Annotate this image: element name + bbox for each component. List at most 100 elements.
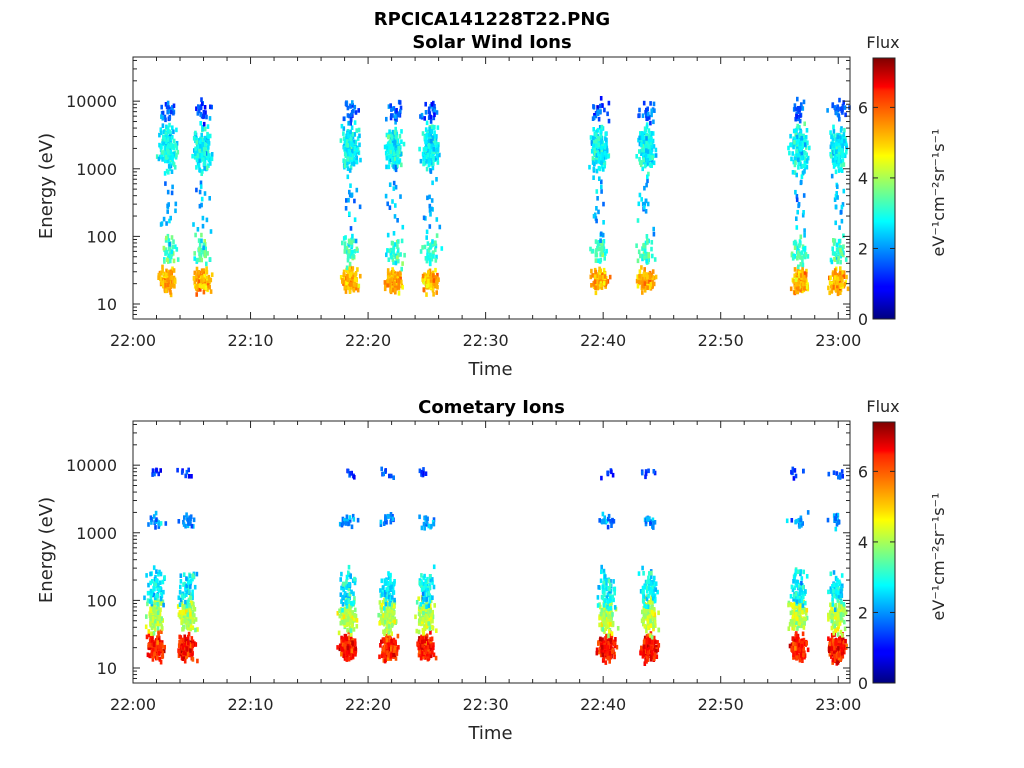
heatmap-cell [602, 239, 606, 244]
heatmap-cell [393, 137, 396, 143]
heatmap-cell [652, 226, 655, 232]
heatmap-cell [650, 108, 653, 114]
heatmap-cell [642, 153, 645, 159]
heatmap-cell [390, 248, 393, 253]
heatmap-cell [343, 517, 346, 523]
heatmap-cell [603, 107, 606, 113]
heatmap-cell [161, 116, 165, 121]
heatmap-cell [159, 642, 163, 647]
heatmap-cell [196, 227, 200, 232]
heatmap-cell [386, 586, 390, 592]
heatmap-cell [600, 155, 603, 160]
heatmap-cell [192, 605, 195, 610]
heatmap-cell [645, 136, 648, 141]
heatmap-cell [386, 646, 389, 651]
heatmap-cell [801, 269, 804, 274]
heatmap-cell [428, 126, 431, 132]
heatmap-cell [388, 140, 392, 145]
heatmap-cell [349, 136, 353, 142]
heatmap-cell [378, 621, 381, 626]
heatmap-cell [208, 133, 212, 139]
heatmap-cell [152, 653, 155, 659]
heatmap-cell [387, 642, 390, 647]
heatmap-cell [200, 257, 203, 263]
heatmap-cell [394, 134, 398, 140]
heatmap-cell [795, 194, 799, 199]
heatmap-cell [396, 244, 399, 249]
heatmap-cell [180, 655, 184, 661]
heatmap-cell [165, 288, 168, 294]
heatmap-cell [338, 521, 342, 527]
heatmap-cell [346, 143, 349, 148]
heatmap-cell [598, 159, 602, 165]
heatmap-cell [352, 517, 356, 522]
heatmap-cell [195, 292, 198, 297]
heatmap-cell [393, 140, 397, 146]
heatmap-cell [161, 150, 164, 155]
heatmap-cell [346, 627, 349, 633]
heatmap-cell [392, 252, 396, 257]
heatmap-cell [386, 278, 390, 284]
heatmap-cell [146, 598, 150, 603]
heatmap-cell [355, 187, 359, 193]
heatmap-cell [345, 245, 349, 251]
heatmap-cell [592, 166, 596, 172]
heatmap-cell [146, 601, 149, 607]
heatmap-cell [421, 245, 424, 250]
heatmap-cell [197, 163, 201, 168]
heatmap-cell [427, 106, 431, 112]
heatmap-cell [153, 627, 157, 632]
heatmap-cell [643, 274, 647, 279]
heatmap-cell [187, 640, 190, 646]
heatmap-cell [161, 654, 164, 660]
panel-1: 22:00 22:10 22:20 22:30 22:40 22:50 23:0010100… [36, 33, 948, 380]
heatmap-cell [650, 240, 654, 245]
heatmap-cell [839, 128, 843, 133]
heatmap-cell [805, 164, 809, 170]
heatmap-cell [189, 595, 193, 601]
heatmap-cell [197, 144, 200, 149]
heatmap-cell [392, 151, 396, 157]
heatmap-cell [384, 633, 388, 639]
heatmap-cell [386, 656, 390, 661]
heatmap-cell [397, 146, 400, 151]
heatmap-cell [208, 196, 211, 201]
heatmap-cell [598, 176, 601, 181]
heatmap-cell [600, 103, 604, 108]
heatmap-cell [169, 258, 172, 264]
heatmap-cell [432, 125, 436, 130]
heatmap-cell [202, 242, 206, 248]
heatmap-cell [194, 232, 197, 238]
x-tick-label: 22:10 [227, 331, 273, 350]
heatmap-cell [340, 599, 343, 604]
heatmap-cell [591, 135, 595, 141]
heatmap-cell [150, 625, 154, 631]
heatmap-cell [834, 193, 838, 199]
heatmap-cell [636, 218, 640, 223]
heatmap-cell [157, 524, 161, 529]
heatmap-cell [592, 140, 596, 145]
heatmap-cell [389, 278, 392, 283]
heatmap-cell [604, 137, 608, 142]
heatmap-cell [649, 137, 652, 143]
heatmap-cell [386, 622, 389, 628]
heatmap-cell [156, 621, 159, 626]
heatmap-cell [423, 650, 426, 655]
heatmap-cell [592, 282, 596, 287]
heatmap-cell [836, 104, 839, 109]
heatmap-cell [170, 279, 173, 285]
heatmap-cell [147, 632, 151, 638]
heatmap-cell [189, 612, 192, 617]
heatmap-cell [344, 146, 347, 152]
heatmap-cell [343, 245, 347, 250]
heatmap-cell [158, 132, 161, 138]
heatmap-cell [162, 216, 166, 222]
heatmap-cell [199, 144, 202, 149]
heatmap-cell [348, 192, 352, 198]
heatmap-cell [379, 519, 383, 525]
heatmap-cell [340, 571, 343, 577]
heatmap-cell [605, 248, 608, 254]
heatmap-cell [341, 278, 344, 283]
heatmap-cell [794, 289, 798, 294]
heatmap-cell [429, 283, 432, 288]
